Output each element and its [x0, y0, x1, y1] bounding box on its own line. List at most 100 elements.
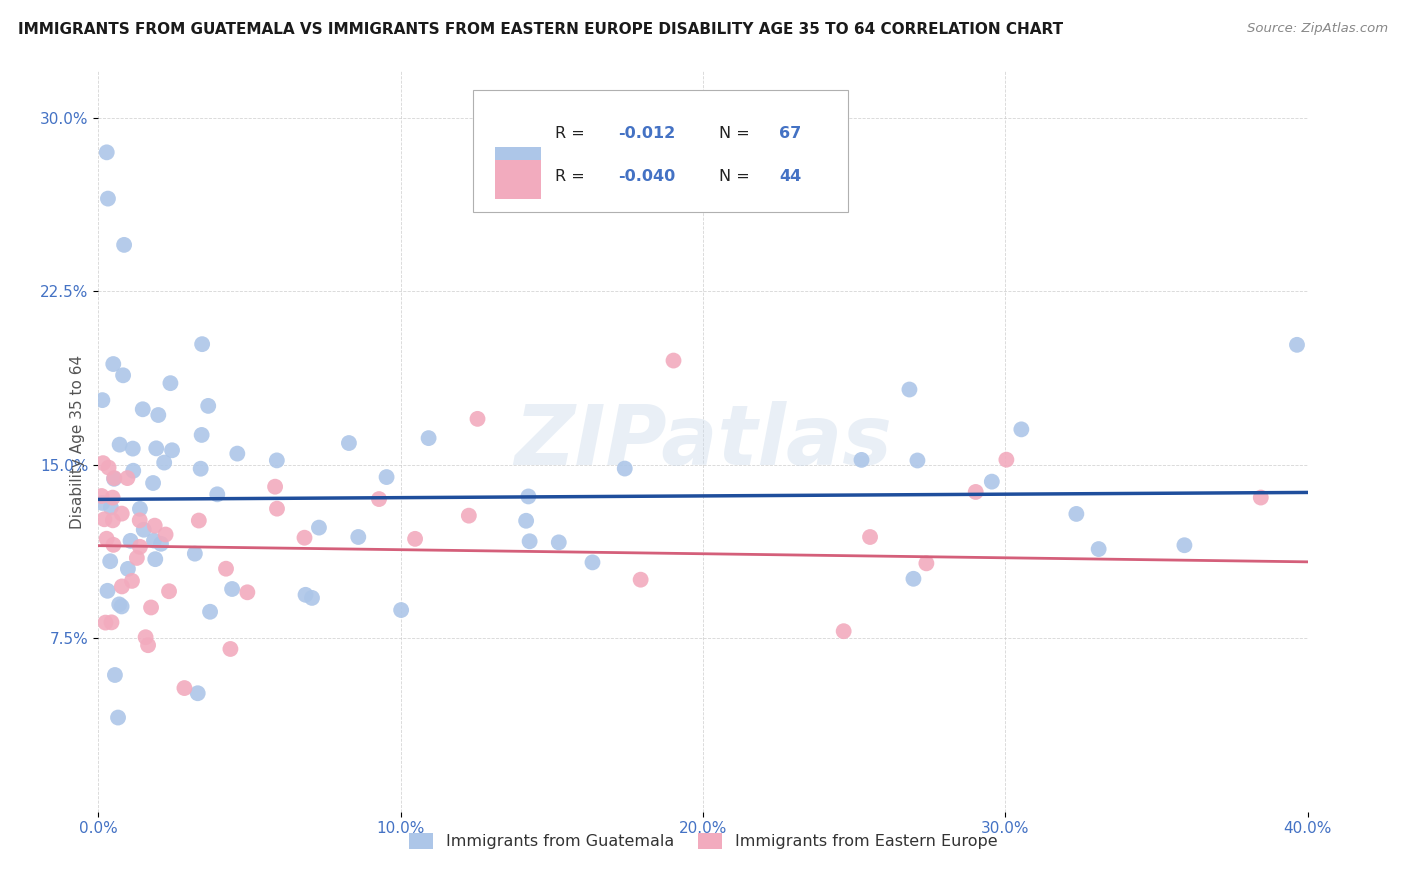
Point	[517, 490, 540, 504]
Point	[1010, 422, 1032, 436]
Text: IMMIGRANTS FROM GUATEMALA VS IMMIGRANTS FROM EASTERN EUROPE DISABILITY AGE 35 TO: IMMIGRANTS FROM GUATEMALA VS IMMIGRANTS …	[18, 22, 1063, 37]
Y-axis label: Disability Age 35 to 64: Disability Age 35 to 64	[69, 354, 84, 529]
Point	[91, 496, 114, 510]
Point	[1173, 538, 1195, 552]
Point	[301, 591, 323, 605]
Point	[613, 461, 636, 475]
Point	[100, 615, 122, 630]
Point	[965, 484, 987, 499]
Point	[108, 437, 131, 451]
Point	[347, 530, 370, 544]
FancyBboxPatch shape	[495, 146, 541, 186]
Point	[236, 585, 259, 599]
Point	[187, 686, 209, 700]
Point	[219, 642, 242, 657]
Point	[418, 431, 440, 445]
Point	[467, 412, 489, 426]
Point	[157, 584, 180, 599]
Point	[226, 447, 249, 461]
Point	[980, 475, 1002, 489]
Point	[143, 552, 166, 566]
Point	[112, 238, 135, 252]
FancyBboxPatch shape	[474, 90, 848, 212]
Point	[94, 615, 117, 630]
Point	[1285, 338, 1308, 352]
Point	[112, 368, 135, 383]
Point	[98, 554, 121, 568]
Text: N =: N =	[718, 169, 749, 184]
Point	[129, 540, 152, 554]
Text: Source: ZipAtlas.com: Source: ZipAtlas.com	[1247, 22, 1388, 36]
Point	[128, 513, 150, 527]
Point	[90, 489, 112, 503]
Point	[159, 376, 181, 391]
Point	[197, 399, 219, 413]
Point	[129, 501, 152, 516]
Point	[103, 472, 125, 486]
Point	[143, 533, 166, 548]
Point	[125, 550, 148, 565]
Point	[103, 357, 125, 371]
Point	[100, 500, 122, 515]
Point	[457, 508, 479, 523]
Text: -0.040: -0.040	[619, 169, 676, 184]
Point	[110, 599, 132, 614]
Text: 67: 67	[779, 127, 801, 141]
Point	[93, 512, 115, 526]
Point	[907, 453, 929, 467]
Point	[96, 145, 118, 160]
Point	[142, 475, 165, 490]
Point	[294, 588, 316, 602]
Point	[132, 523, 155, 537]
Text: ZIPatlas: ZIPatlas	[515, 401, 891, 482]
Point	[111, 507, 134, 521]
Point	[519, 534, 541, 549]
Point	[117, 471, 139, 485]
Point	[404, 532, 426, 546]
Point	[368, 491, 391, 506]
Point	[91, 456, 114, 470]
Point	[117, 562, 139, 576]
Point	[1087, 542, 1109, 557]
Point	[91, 393, 114, 408]
Text: -0.012: -0.012	[619, 127, 676, 141]
Point	[630, 573, 652, 587]
Point	[132, 402, 155, 417]
Text: R =: R =	[555, 169, 585, 184]
Point	[108, 598, 131, 612]
Point	[337, 436, 360, 450]
Point	[215, 562, 238, 576]
Point	[97, 192, 120, 206]
Point	[190, 461, 212, 475]
Point	[103, 471, 125, 485]
Point	[995, 452, 1018, 467]
Point	[104, 668, 127, 682]
Point	[294, 531, 316, 545]
Point	[547, 535, 569, 549]
Point	[97, 460, 120, 475]
Point	[191, 337, 214, 351]
Point	[149, 537, 172, 551]
Point	[103, 538, 125, 552]
Text: R =: R =	[555, 127, 585, 141]
Point	[187, 514, 209, 528]
Point	[221, 582, 243, 596]
Text: N =: N =	[718, 127, 749, 141]
Point	[173, 681, 195, 695]
Point	[145, 442, 167, 456]
Point	[184, 547, 207, 561]
Point	[515, 514, 537, 528]
Point	[581, 555, 603, 569]
Point	[120, 533, 142, 548]
Point	[832, 624, 855, 639]
Point	[101, 491, 124, 505]
Text: 44: 44	[779, 169, 801, 184]
Point	[153, 456, 176, 470]
Point	[198, 605, 221, 619]
Point	[122, 464, 145, 478]
Point	[266, 453, 288, 467]
Point	[662, 353, 685, 368]
Point	[1066, 507, 1088, 521]
Point	[190, 428, 212, 442]
Legend: Immigrants from Guatemala, Immigrants from Eastern Europe: Immigrants from Guatemala, Immigrants fr…	[402, 826, 1004, 855]
